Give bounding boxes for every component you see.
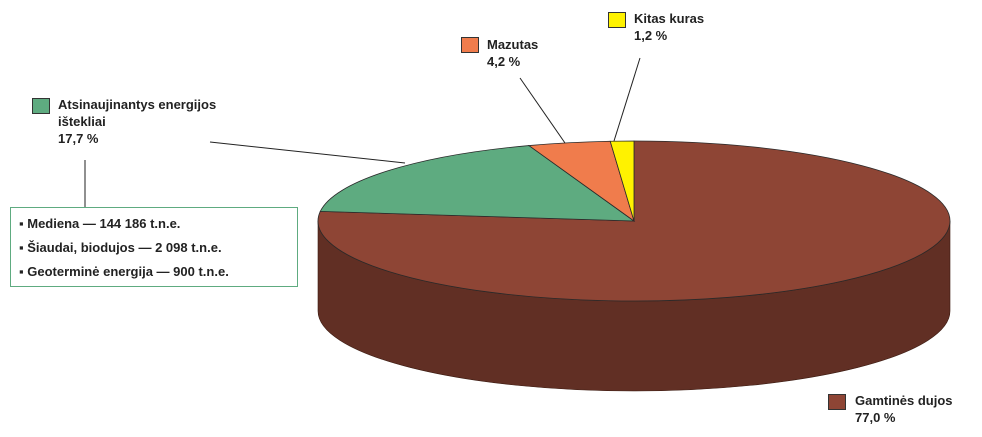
annotation-item: ▪ Geoterminė energija — 900 t.n.e. (19, 260, 289, 284)
annotation-text: Mediena — 144 186 t.n.e. (27, 216, 181, 231)
slice-label: Kitas kuras 1,2 % (634, 10, 724, 44)
leader-line (519, 77, 566, 144)
annotation-box: ▪ Mediena — 144 186 t.n.e. ▪ Šiaudai, bio… (10, 207, 298, 287)
category-label: Atsinaujinantys energijos ištekliai (58, 97, 217, 129)
category-label: Kitas kuras (634, 11, 705, 26)
value-label: 1,2 % (634, 28, 668, 43)
slice-label: Atsinaujinantys energijos ištekliai 17,7 … (58, 96, 228, 147)
legend-swatch (32, 98, 50, 114)
bullet: ▪ (19, 264, 28, 279)
legend-swatch (461, 37, 479, 53)
leader-line (613, 57, 641, 142)
value-label: 4,2 % (487, 54, 521, 69)
pie-slice (609, 140, 635, 222)
bullet: ▪ (19, 216, 28, 231)
slice-label: Mazutas 4,2 % (487, 36, 577, 70)
leader-line (209, 141, 406, 164)
bullet: ▪ (19, 240, 28, 255)
legend-swatch (828, 394, 846, 410)
annotation-text: Geoterminė energija — 900 t.n.e. (27, 264, 229, 279)
annotation-item: ▪ Mediena — 144 186 t.n.e. (19, 212, 289, 236)
legend-swatch (608, 12, 626, 28)
slice-label: Gamtinės dujos 77,0 % (855, 392, 982, 426)
category-label: Mazutas (487, 37, 539, 52)
pie (317, 140, 951, 392)
value-label: 77,0 % (855, 410, 896, 425)
annotation-text: Šiaudai, biodujos — 2 098 t.n.e. (27, 240, 222, 255)
leader-lines (84, 57, 641, 207)
value-label: 17,7 % (58, 131, 99, 146)
pie-slice (319, 145, 636, 222)
category-label: Gamtinės dujos (855, 393, 953, 408)
annotation-item: ▪ Šiaudai, biodujos — 2 098 t.n.e. (19, 236, 289, 260)
